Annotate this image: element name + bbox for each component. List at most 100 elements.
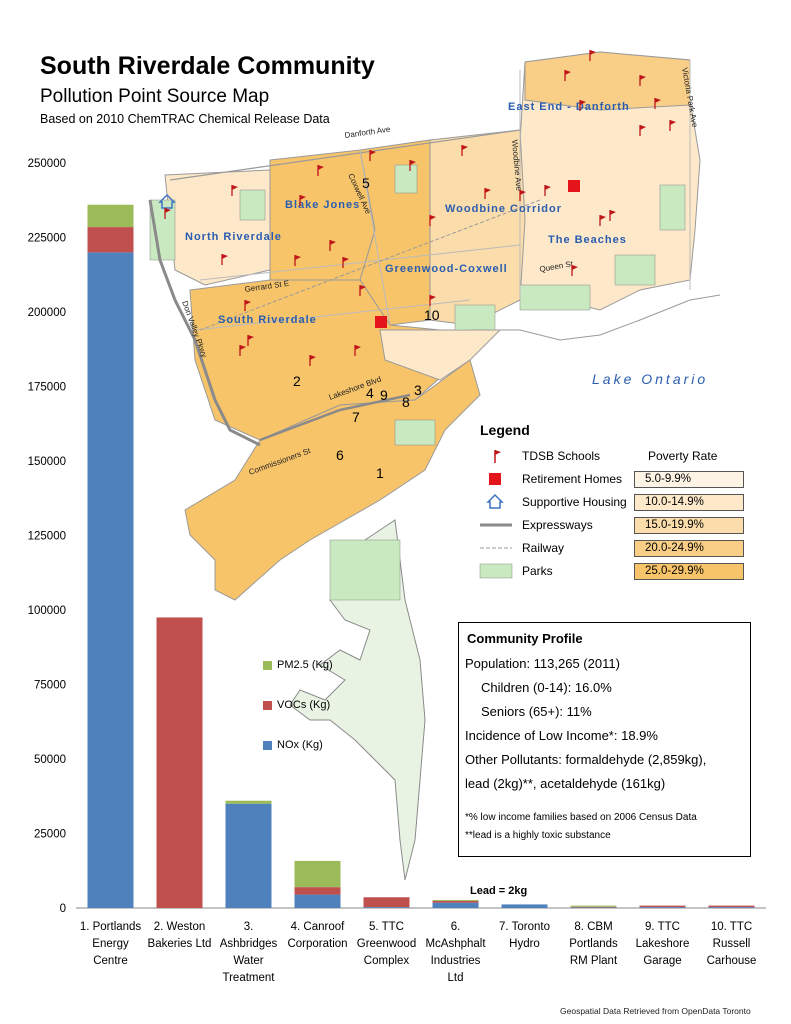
x-category-label: 2. Weston <box>154 921 206 933</box>
x-category-label: Corporation <box>287 938 347 950</box>
y-tick-label: 50000 <box>34 754 66 766</box>
x-category-label: Russell <box>713 938 751 950</box>
x-category-label: Greenwood <box>357 938 416 950</box>
y-tick-label: 175000 <box>28 382 66 394</box>
road <box>169 129 521 181</box>
school-flags <box>164 50 676 366</box>
site-number-7: 7 <box>352 409 360 425</box>
chart-legend-vocs-label: VOCs (Kg) <box>277 699 331 711</box>
retirement-legend-icon <box>489 473 501 485</box>
data-credit: Geospatial Data Retrieved from OpenData … <box>560 1006 751 1016</box>
page-title: South Riverdale Community <box>40 52 375 80</box>
expressway <box>148 199 261 447</box>
bar-segment <box>432 899 479 901</box>
retirement-home-icon <box>568 180 580 192</box>
road <box>194 299 471 331</box>
profile-title: Community Profile <box>467 631 583 646</box>
profile-children: Children (0-14): 16.0% <box>481 680 612 695</box>
x-category-label: Bakeries Ltd <box>148 938 212 950</box>
school-flag-icon <box>580 100 586 105</box>
x-category-label: 5. TTC <box>369 921 404 933</box>
park <box>659 184 686 231</box>
railway <box>199 199 541 331</box>
profile-population: Population: 113,265 (2011) <box>465 656 620 671</box>
map-label-east-end: East End - Danforth <box>508 101 630 113</box>
x-category-label: 1. Portlands <box>80 921 142 933</box>
bar-segment <box>87 204 134 228</box>
bar-segment <box>501 904 548 908</box>
x-category-label: 6. <box>451 921 461 933</box>
school-flag-icon <box>370 150 376 155</box>
bar-segment <box>294 894 341 908</box>
x-category-label: 9. TTC <box>645 921 680 933</box>
vocs-swatch <box>263 701 272 710</box>
park <box>519 284 591 311</box>
profile-note-2: **lead is a highly toxic substance <box>465 830 611 841</box>
map-label-woodbine: Woodbine Corridor <box>445 203 562 215</box>
park <box>329 539 401 601</box>
school-flag-icon <box>640 75 646 80</box>
x-category-label: Treatment <box>223 972 276 984</box>
site-number-9: 9 <box>380 387 388 403</box>
bar-segment <box>225 800 272 804</box>
nox-swatch <box>263 741 272 750</box>
school-flag-icon <box>310 355 316 360</box>
bar-segment <box>363 897 410 908</box>
y-tick-label: 75000 <box>34 680 66 692</box>
legend-item-railway: Railway <box>522 541 565 555</box>
site-number-2: 2 <box>293 373 301 389</box>
chart-legend-nox-label: NOx (Kg) <box>277 739 323 751</box>
school-flag-icon <box>232 185 238 190</box>
bar-segment <box>87 252 134 908</box>
y-tick-label: 100000 <box>28 605 66 617</box>
map-label-greenwood: Greenwood-Coxwell <box>385 263 508 275</box>
x-category-label: Portlands <box>569 938 618 950</box>
bar-segment <box>570 907 617 908</box>
map-label-beaches: The Beaches <box>548 234 627 246</box>
site-number-8: 8 <box>402 394 410 410</box>
community-profile: Community Profile Population: 113,265 (2… <box>458 622 751 857</box>
leslie-spit <box>289 519 426 881</box>
bar-segment <box>432 900 479 903</box>
school-flag-icon <box>610 210 616 215</box>
bar-segment <box>432 902 479 908</box>
poverty-rate-title: Poverty Rate <box>648 449 718 463</box>
school-flag-icon <box>240 345 246 350</box>
site-number-5: 5 <box>362 175 370 191</box>
y-tick-label: 250000 <box>28 158 66 170</box>
x-category-label: Garage <box>643 955 681 967</box>
poverty-range-5: 25.0-29.9% <box>634 563 744 580</box>
page-subtitle: Pollution Point Source Map <box>40 86 270 107</box>
school-flag-icon <box>360 285 366 290</box>
water-label: Lake Ontario <box>592 371 708 387</box>
profile-note-1: *% low income families based on 2006 Cen… <box>465 812 697 823</box>
legend-item-housing: Supportive Housing <box>522 495 627 509</box>
site-number-10: 10 <box>424 307 440 323</box>
x-category-label: 10. TTC <box>711 921 752 933</box>
legend-item-expressways: Expressways <box>522 518 593 532</box>
school-flag-icon <box>222 254 228 259</box>
poverty-range-1: 5.0-9.9% <box>634 471 744 488</box>
park <box>614 254 656 286</box>
site-number-3: 3 <box>414 382 422 398</box>
x-category-label: Carhouse <box>707 955 757 967</box>
x-category-label: Ltd <box>448 972 464 984</box>
map-label-blake-jones: Blake Jones <box>285 199 360 211</box>
school-flag-icon <box>462 145 468 150</box>
school-flag-icon <box>318 165 324 170</box>
bar-segment <box>87 227 134 253</box>
legend-item-parks: Parks <box>522 564 553 578</box>
retirement-home-icon <box>375 316 387 328</box>
poverty-range-4: 20.0-24.9% <box>634 540 744 557</box>
x-category-label: McAshphalt <box>425 938 486 950</box>
chart-legend-pm25-label: PM2.5 (Kg) <box>277 659 333 671</box>
park <box>454 304 496 331</box>
map-roads <box>148 60 691 447</box>
y-tick-label: 25000 <box>34 829 66 841</box>
school-flag-icon <box>165 208 171 213</box>
x-category-label: Complex <box>364 955 410 967</box>
road <box>359 149 391 326</box>
x-category-label: RM Plant <box>570 955 618 967</box>
